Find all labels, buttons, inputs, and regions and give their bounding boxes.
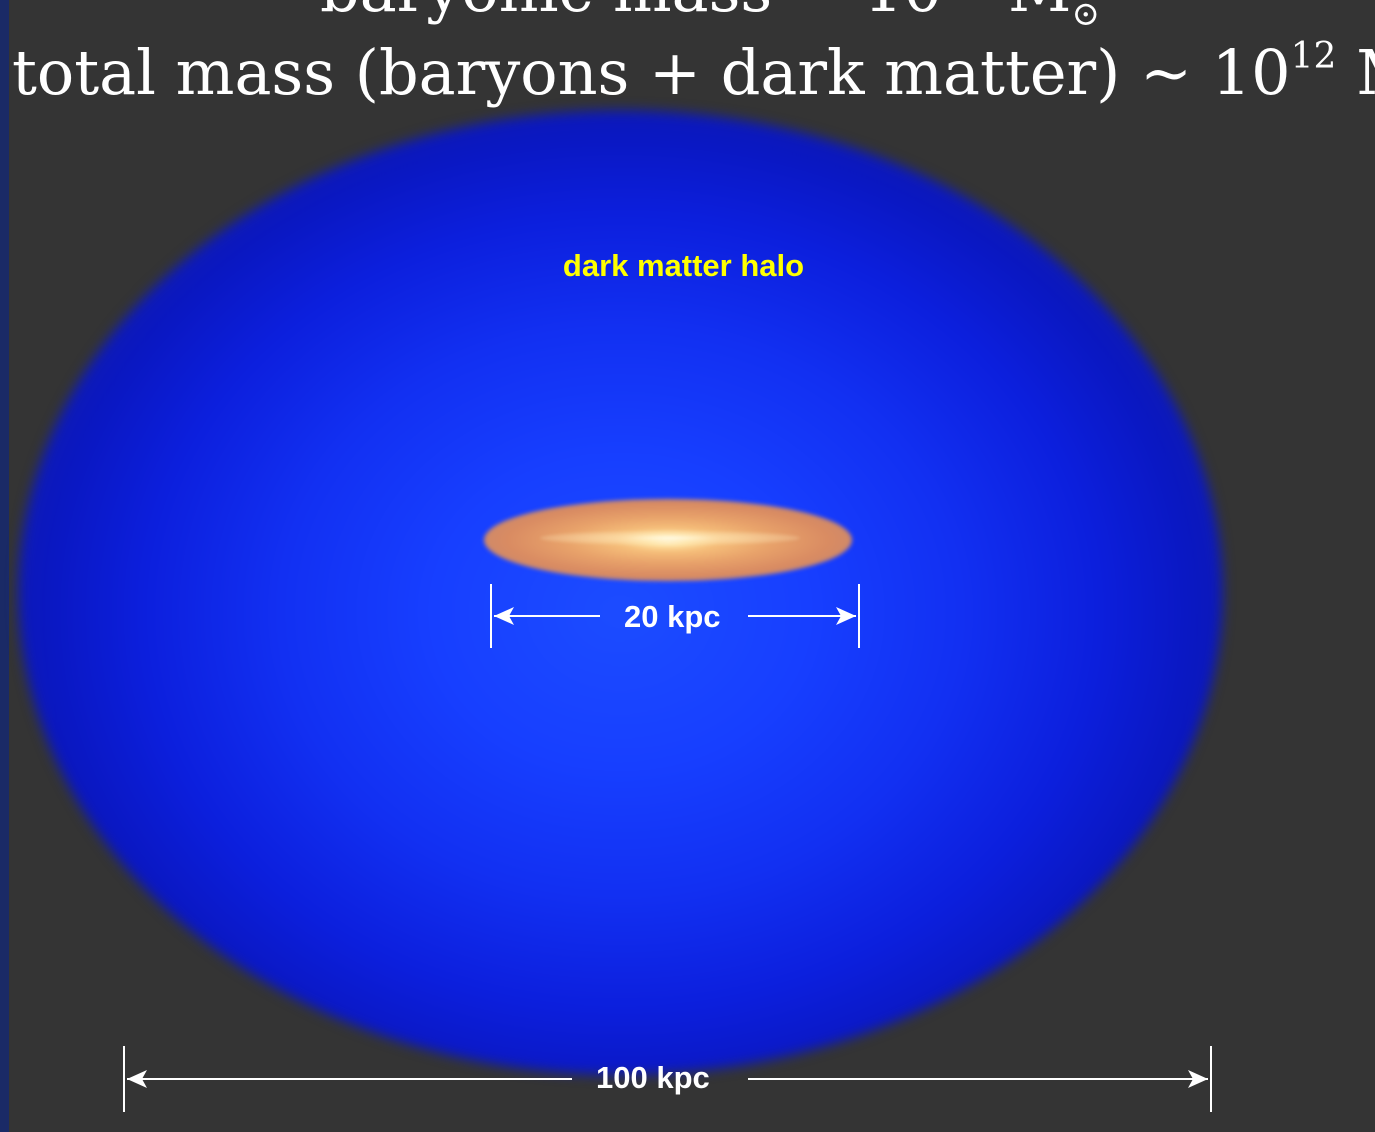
solar-mass-symbol: M: [1356, 36, 1375, 109]
total-mass-exponent: 12: [1290, 36, 1337, 77]
halo-scale-right-arrowhead: [1188, 1070, 1208, 1088]
sun-symbol: ⊙: [1071, 0, 1101, 34]
baryonic-mass-unit: M⊙: [1008, 0, 1100, 31]
total-mass-text: total mass (baryons + dark matter) ~ 10: [12, 36, 1291, 109]
galaxy-scale-bar: [490, 584, 860, 648]
halo-scale-left-arrowhead: [127, 1070, 147, 1088]
baryonic-mass-line: baryonic mass ~ 1011 M⊙: [320, 0, 1100, 31]
halo-scale-label: 100 kpc: [596, 1060, 710, 1095]
galaxy-bulge: [540, 531, 800, 545]
halo-label: dark matter halo: [0, 248, 1375, 284]
galaxy-scale-left-arrowhead: [494, 607, 514, 625]
halo-label-text: dark matter halo: [562, 248, 805, 283]
galaxy-scale-right-arrowhead: [836, 607, 856, 625]
total-mass-unit: M⊙: [1356, 36, 1375, 109]
baryonic-mass-text: baryonic mass ~ 10: [320, 0, 942, 26]
total-mass-line: total mass (baryons + dark matter) ~ 101…: [12, 39, 1375, 104]
dark-matter-halo: [18, 110, 1223, 1075]
galaxy-scale-label: 20 kpc: [624, 599, 721, 634]
left-edge-strip: [0, 0, 9, 1132]
halo-scale-bar: [123, 1046, 1212, 1112]
solar-mass-symbol: M: [1008, 0, 1071, 26]
